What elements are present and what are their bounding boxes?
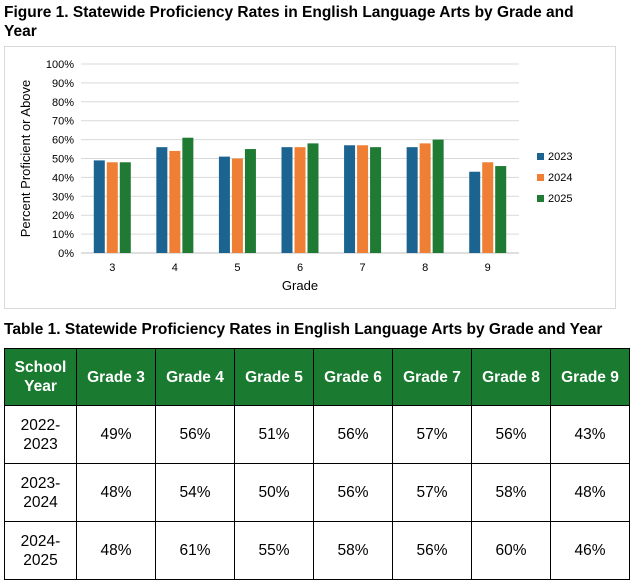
y-tick-label: 100%: [46, 59, 74, 71]
y-tick-label: 70%: [52, 116, 74, 128]
x-tick-label: 9: [485, 262, 491, 274]
table-cell: 51%: [234, 405, 314, 464]
header-school-year: School Year: [4, 348, 77, 406]
y-tick-label: 40%: [52, 172, 74, 184]
x-tick-label: 3: [109, 262, 115, 274]
table-cell: 58%: [471, 463, 551, 522]
bar-2023-grade-8: [406, 147, 418, 253]
table-cell: 46%: [550, 521, 630, 580]
header-grade-6: Grade 6: [313, 348, 393, 406]
y-tick-label: 80%: [52, 97, 74, 109]
proficiency-bar-chart: 0% 10% 20% 30% 40% 50% 60% 70% 80% 90% 100% 3 4 5 6 7 8 9…: [18, 59, 572, 293]
x-axis-label: Grade: [282, 278, 318, 293]
bar-2025-grade-4: [182, 137, 194, 253]
table-cell: 58%: [313, 521, 393, 580]
header-grade-9: Grade 9: [550, 348, 630, 406]
bar-2024-grade-4: [169, 150, 181, 253]
x-tick-label: 4: [172, 262, 178, 274]
table-cell: 56%: [155, 405, 235, 464]
bar-2023-grade-9: [469, 171, 481, 253]
table-row: 2022-2023 49% 56% 51% 56% 57% 56% 43%: [4, 405, 630, 464]
y-tick-label: 20%: [52, 210, 74, 222]
bar-2025-grade-3: [119, 162, 131, 253]
legend-label-2023: 2023: [548, 151, 572, 163]
x-tick-label: 6: [297, 262, 303, 274]
table-cell: 56%: [392, 521, 472, 580]
bar-2025-grade-9: [495, 166, 507, 253]
y-axis-label: Percent Proficient or Above: [18, 80, 33, 238]
header-grade-4: Grade 4: [155, 348, 235, 406]
header-grade-5: Grade 5: [234, 348, 314, 406]
bar-2024-grade-7: [357, 145, 369, 253]
bar-2023-grade-3: [93, 160, 105, 253]
bar-2024-grade-8: [419, 143, 431, 253]
table-cell: 48%: [76, 463, 156, 522]
header-grade-8: Grade 8: [471, 348, 551, 406]
bar-2023-grade-6: [281, 147, 293, 253]
table-cell: 56%: [471, 405, 551, 464]
bar-2024-grade-9: [482, 162, 494, 253]
figure-title: Figure 1. Statewide Proficiency Rates in…: [4, 4, 574, 40]
y-tick-label: 60%: [52, 135, 74, 147]
legend-swatch-2023: [537, 153, 544, 160]
bar-2024-grade-6: [294, 147, 306, 253]
bar-2024-grade-3: [106, 162, 118, 253]
legend-swatch-2025: [537, 195, 544, 202]
table-cell: 48%: [550, 463, 630, 522]
table-cell: 48%: [76, 521, 156, 580]
table-cell: 50%: [234, 463, 314, 522]
table-cell: 56%: [313, 463, 393, 522]
table-cell: 61%: [155, 521, 235, 580]
legend-label-2024: 2024: [548, 172, 572, 184]
table-cell: 56%: [313, 405, 393, 464]
table-cell: 49%: [76, 405, 156, 464]
table-cell: 55%: [234, 521, 314, 580]
legend-swatch-2024: [537, 174, 544, 181]
y-tick-label: 0%: [58, 248, 74, 260]
table-cell: 57%: [392, 405, 472, 464]
x-tick-label: 7: [360, 262, 366, 274]
school-year-cell: 2022-2023: [4, 405, 77, 464]
table-cell: 43%: [550, 405, 630, 464]
school-year-cell: 2023-2024: [4, 463, 77, 522]
header-grade-7: Grade 7: [392, 348, 472, 406]
x-tick-label: 8: [422, 262, 428, 274]
bar-2025-grade-7: [370, 147, 382, 253]
y-tick-label: 10%: [52, 229, 74, 241]
bar-2024-grade-5: [231, 158, 243, 253]
table-cell: 57%: [392, 463, 472, 522]
school-year-cell: 2024-2025: [4, 521, 77, 580]
y-tick-label: 90%: [52, 78, 74, 90]
y-tick-label: 50%: [52, 154, 74, 166]
y-tick-label: 30%: [52, 191, 74, 203]
bar-2025-grade-5: [244, 149, 256, 253]
bar-2025-grade-6: [307, 143, 319, 253]
table-title: Table 1. Statewide Proficiency Rates in …: [4, 321, 603, 338]
table-row: 2023-2024 48% 54% 50% 56% 57% 58% 48%: [4, 463, 630, 522]
table-cell: 60%: [471, 521, 551, 580]
header-grade-3: Grade 3: [76, 348, 156, 406]
chart-container: 0% 10% 20% 30% 40% 50% 60% 70% 80% 90% 100% 3 4 5 6 7 8 9…: [4, 46, 616, 309]
bar-2023-grade-5: [218, 156, 230, 253]
x-tick-label: 5: [234, 262, 240, 274]
bar-2023-grade-7: [344, 145, 356, 253]
legend-label-2025: 2025: [548, 193, 572, 205]
table-cell: 54%: [155, 463, 235, 522]
proficiency-table: School Year Grade 3 Grade 4 Grade 5 Grad…: [4, 348, 630, 580]
table-row: 2024-2025 48% 61% 55% 58% 56% 60% 46%: [4, 521, 630, 580]
bar-2023-grade-4: [156, 147, 168, 253]
table-header-row: School Year Grade 3 Grade 4 Grade 5 Grad…: [4, 348, 630, 406]
bar-2025-grade-8: [432, 139, 444, 253]
